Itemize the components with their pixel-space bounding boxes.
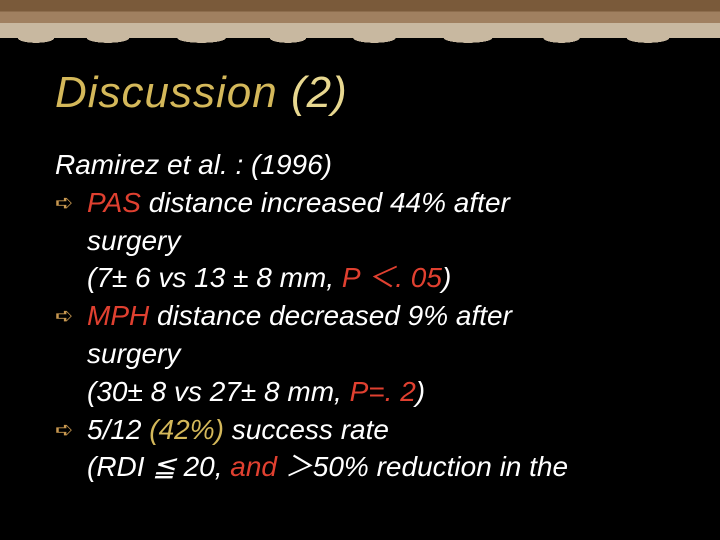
bullet-arrow-icon: ➪ bbox=[55, 301, 73, 331]
bullet-1-rest: distance increased 44% after bbox=[141, 187, 510, 218]
bullet-2-stat-b: ) bbox=[416, 376, 425, 407]
bullet-3-cont-a: (RDI ≦ 20, bbox=[87, 451, 230, 482]
bullet-1-line-2: surgery bbox=[55, 222, 670, 260]
bullet-1-stat-a: (7± 6 vs 13 ± 8 mm, bbox=[87, 262, 342, 293]
bullet-2-stat-a: (30± 8 vs 27± 8 mm, bbox=[87, 376, 350, 407]
bullet-1-line-3: (7± 6 vs 13 ± 8 mm, P ＜. 05) bbox=[55, 259, 670, 297]
bullet-2-line-3: (30± 8 vs 27± 8 mm, P=. 2) bbox=[55, 373, 670, 411]
slide-content: Discussion (2) Ramirez et al. : (1996) ➪… bbox=[0, 38, 720, 486]
bullet-arrow-icon: ➪ bbox=[55, 415, 73, 445]
bullet-2-rest: distance decreased 9% after bbox=[149, 300, 512, 331]
bullet-2-pval: P=. 2 bbox=[350, 376, 416, 407]
bullet-1-lead: PAS bbox=[87, 187, 141, 218]
bullet-2-lead: MPH bbox=[87, 300, 149, 331]
bullet-2-line-2: surgery bbox=[55, 335, 670, 373]
bullet-2-line-1: ➪ MPH distance decreased 9% after bbox=[55, 297, 670, 335]
bullet-3-cont-b: ＞50% reduction in the bbox=[277, 451, 568, 482]
title-part-2: (2) bbox=[291, 68, 348, 117]
slide-title: Discussion (2) bbox=[55, 68, 670, 118]
bullet-arrow-icon: ➪ bbox=[55, 188, 73, 218]
bullet-3-rest: success rate bbox=[224, 414, 389, 445]
bullet-3-line-1: ➪ 5/12 (42%) success rate bbox=[55, 411, 670, 449]
bullet-3-and: and bbox=[230, 451, 277, 482]
bullet-3-lead-white: 5/12 bbox=[87, 414, 149, 445]
body-text: Ramirez et al. : (1996) ➪ PAS distance i… bbox=[55, 146, 670, 486]
bullet-1-pval: P ＜. 05 bbox=[342, 262, 442, 293]
bullet-3-line-2: (RDI ≦ 20, and ＞50% reduction in the bbox=[55, 448, 670, 486]
bullet-1-line-1: ➪ PAS distance increased 44% after bbox=[55, 184, 670, 222]
bullet-3-lead-yellow: (42%) bbox=[149, 414, 224, 445]
bullet-1-stat-b: ) bbox=[442, 262, 451, 293]
title-part-1: Discussion bbox=[55, 68, 291, 117]
citation-line: Ramirez et al. : (1996) bbox=[55, 146, 670, 184]
slide: Discussion (2) Ramirez et al. : (1996) ➪… bbox=[0, 0, 720, 540]
decorative-top-border bbox=[0, 0, 720, 38]
